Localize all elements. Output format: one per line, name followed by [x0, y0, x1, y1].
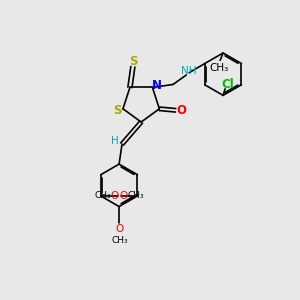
Text: S: S [129, 55, 138, 68]
Text: N: N [152, 80, 162, 92]
Text: O: O [120, 191, 128, 201]
Text: H: H [111, 136, 119, 146]
Text: O: O [176, 104, 187, 117]
Text: O: O [115, 224, 123, 234]
Text: CH₃: CH₃ [209, 63, 228, 73]
Text: NH: NH [182, 66, 197, 76]
Text: CH₃: CH₃ [111, 236, 128, 245]
Text: S: S [113, 104, 121, 117]
Text: CH₃: CH₃ [95, 191, 111, 200]
Text: CH₃: CH₃ [127, 191, 144, 200]
Text: O: O [110, 191, 118, 201]
Text: Cl: Cl [221, 78, 234, 91]
